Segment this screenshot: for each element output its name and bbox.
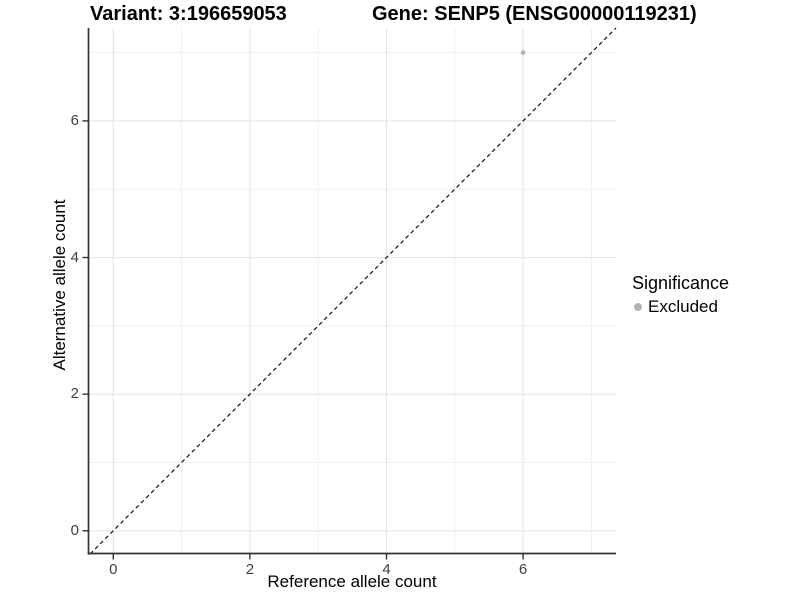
- legend-title: Significance: [632, 273, 730, 293]
- x-tick-label: 0: [109, 561, 118, 578]
- plot-panel: [82, 27, 617, 560]
- legend-item-label: Excluded: [648, 297, 718, 316]
- x-tick-label: 4: [382, 561, 391, 578]
- plot-title-gene: Gene: SENP5 (ENSG00000119231): [372, 3, 697, 25]
- plot-panel-canvas: [82, 27, 617, 560]
- legend-item-excluded: Excluded: [630, 297, 729, 317]
- legend: Significance Excluded: [630, 273, 729, 317]
- identity-dashed-line: [89, 27, 617, 555]
- y-tick-label: 6: [70, 111, 79, 129]
- x-tick-label: 2: [245, 561, 255, 578]
- y-tick-label: 0: [70, 521, 79, 539]
- plot-title-variant: Variant: 3:196659053: [90, 3, 287, 25]
- x-tick-label: 6: [518, 561, 528, 578]
- legend-point-icon: [634, 303, 642, 311]
- data-point: [520, 50, 526, 55]
- y-tick-label: 4: [70, 248, 79, 266]
- x-axis-title: Reference allele count: [267, 572, 437, 591]
- y-tick-label: 2: [70, 385, 79, 403]
- y-axis-title: Alternative allele count: [50, 199, 69, 371]
